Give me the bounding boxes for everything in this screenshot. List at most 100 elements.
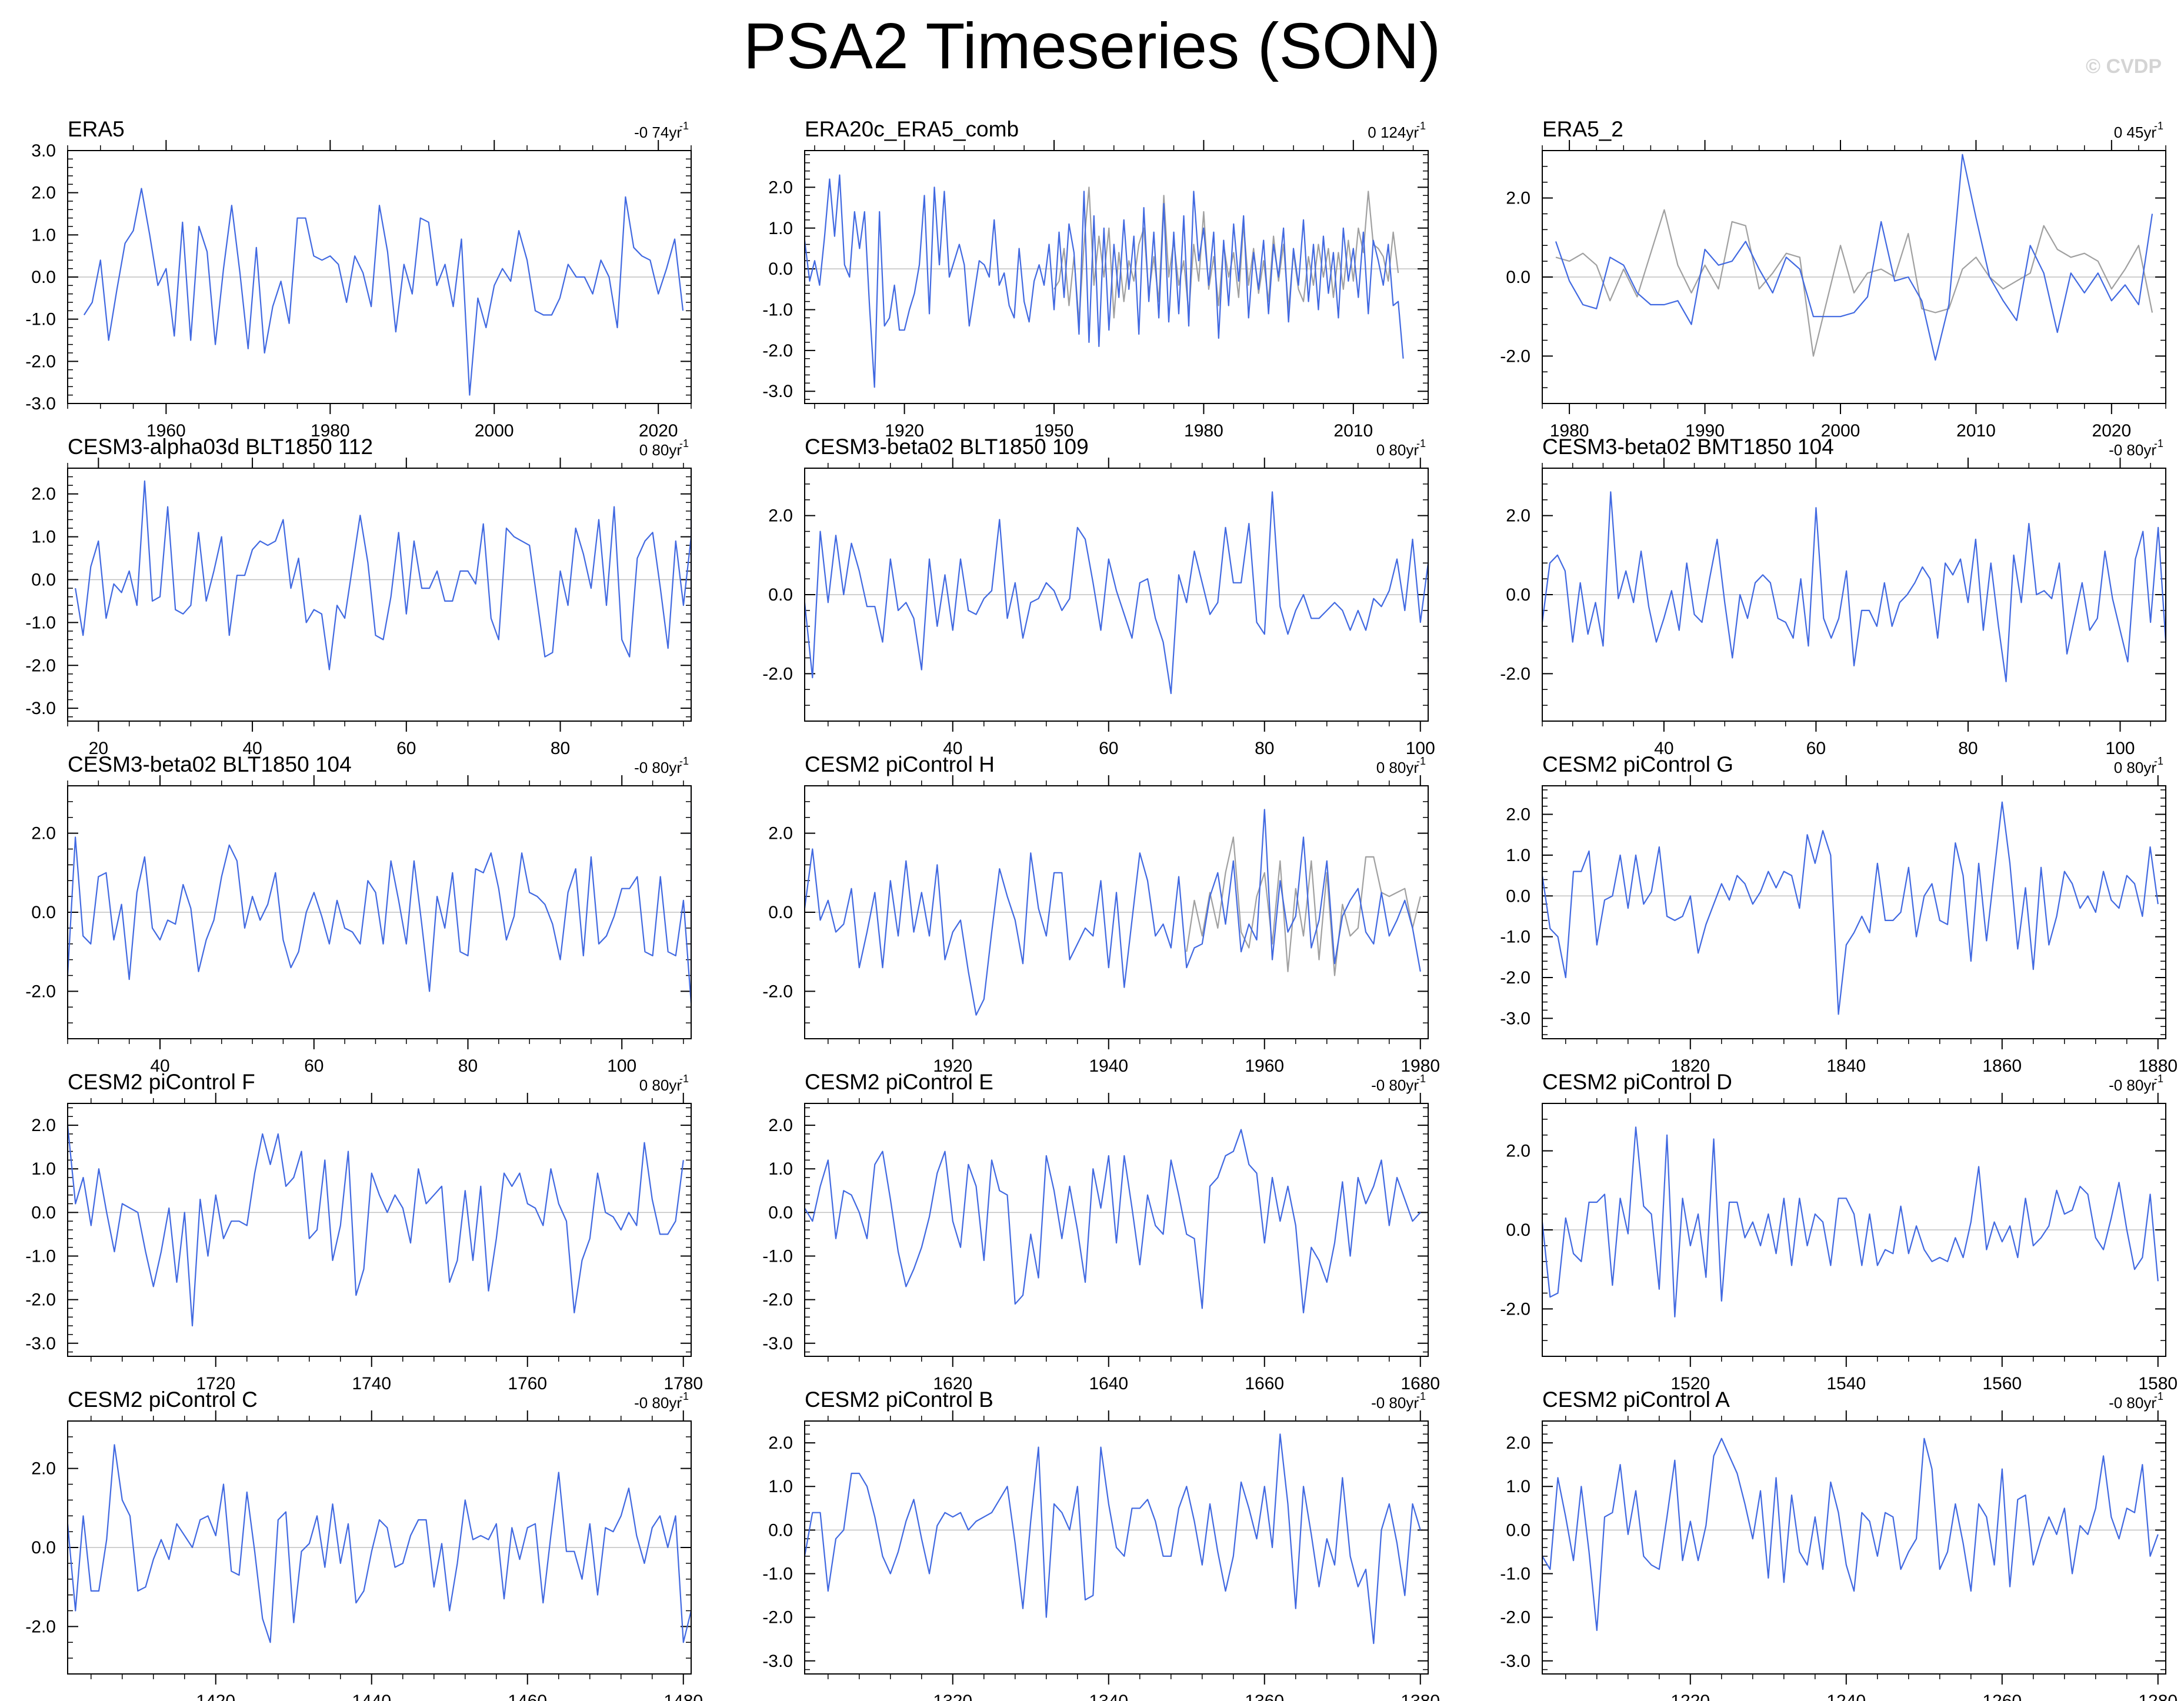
plot-frame xyxy=(1542,1420,2166,1675)
y-tick-label: 2.0 xyxy=(1506,805,1531,825)
x-tick-label: 1520 xyxy=(1670,1374,1710,1393)
x-tick-label: 1420 xyxy=(196,1692,235,1701)
y-tick-label: 0.0 xyxy=(1506,1220,1531,1240)
x-tick-label: 1340 xyxy=(1089,1692,1128,1701)
x-tick-label: 1380 xyxy=(1401,1692,1440,1701)
y-tick-label: -2.0 xyxy=(1500,1608,1531,1627)
plot-frame xyxy=(804,150,1429,404)
trend-superscript: -1 xyxy=(679,1390,689,1402)
panel-title: CESM3-beta02 BLT1850 104 xyxy=(68,752,352,776)
x-tick-label: 1760 xyxy=(508,1374,547,1393)
y-tick-label: -2.0 xyxy=(762,1608,793,1627)
x-tick-label: 60 xyxy=(1806,739,1826,758)
x-tick-label: 1980 xyxy=(1550,421,1589,441)
y-tick-label: 0.0 xyxy=(768,259,793,279)
main-series-line xyxy=(803,491,1429,695)
y-tick-label: 3.0 xyxy=(31,141,56,161)
x-tick-label: 1980 xyxy=(1401,1056,1440,1076)
y-tick-label: 0.0 xyxy=(31,570,56,589)
y-tick-label: 2.0 xyxy=(768,1116,793,1135)
y-tick-label: -3.0 xyxy=(1500,1009,1531,1028)
trend-superscript: -1 xyxy=(1416,120,1426,132)
y-tick-label: 0.0 xyxy=(31,268,56,287)
y-tick-label: 0.0 xyxy=(768,1203,793,1222)
trend-superscript: -1 xyxy=(2154,755,2163,767)
plot-frame xyxy=(67,150,692,404)
x-tick-label: 1320 xyxy=(933,1692,972,1701)
y-tick-label: 1.0 xyxy=(1506,1477,1531,1496)
x-tick-label: 1720 xyxy=(196,1374,235,1393)
x-tick-label: 1680 xyxy=(1401,1374,1440,1393)
trend-label: -0 80yr xyxy=(1371,1394,1419,1412)
main-series-line xyxy=(75,480,692,671)
x-tick-label: 1460 xyxy=(508,1692,547,1701)
y-tick-label: -3.0 xyxy=(762,382,793,401)
x-tick-label: 1440 xyxy=(352,1692,391,1701)
x-tick-label: 80 xyxy=(1255,739,1274,758)
x-tick-label: 1860 xyxy=(1982,1056,2022,1076)
y-tick-label: 2.0 xyxy=(31,485,56,504)
main-series-line xyxy=(83,188,684,396)
main-series-line xyxy=(66,1125,684,1327)
panel: CESM2 piControl G 0 80yr-1 -3.0 -2.0 -1.0 0.0… xyxy=(1500,752,2178,1076)
main-series-line xyxy=(1541,1126,2159,1318)
y-tick-label: 2.0 xyxy=(768,824,793,843)
x-tick-label: 1780 xyxy=(663,1374,703,1393)
plot-frame xyxy=(804,785,1429,1039)
y-tick-label: -1.0 xyxy=(762,300,793,319)
panel: CESM3-beta02 BMT1850 104 -0 80yr-1 -2.0 0.0… xyxy=(1500,435,2167,758)
x-tick-label: 40 xyxy=(1654,739,1673,758)
panel: CESM2 piControl F 0 80yr-1 -3.0 -2.0 -1.0 0.0… xyxy=(25,1070,703,1393)
x-tick-label: 1820 xyxy=(1670,1056,1710,1076)
trend-superscript: -1 xyxy=(1416,1390,1426,1402)
trend-label: 0 45yr xyxy=(2114,124,2157,141)
x-tick-label: 40 xyxy=(943,739,962,758)
y-tick-label: -2.0 xyxy=(25,656,56,675)
y-tick-label: 2.0 xyxy=(1506,1433,1531,1453)
panel: CESM3-alpha03d BLT1850 112 0 80yr-1 -3.0 -2… xyxy=(25,435,692,758)
watermark: © CVDP xyxy=(2086,55,2162,78)
plot-frame xyxy=(1542,1103,2166,1357)
plot-frame xyxy=(804,1103,1429,1357)
panel: ERA20c_ERA5_comb 0 124yr-1 -3.0 -2.0 -1.0 0.0… xyxy=(762,117,1429,441)
y-tick-label: 1.0 xyxy=(31,528,56,547)
y-tick-label: -2.0 xyxy=(25,352,56,371)
y-tick-label: -2.0 xyxy=(1500,346,1531,366)
x-tick-label: 20 xyxy=(89,739,108,758)
main-series-line xyxy=(803,1433,1421,1645)
y-tick-label: -2.0 xyxy=(762,982,793,1001)
y-tick-label: 2.0 xyxy=(31,1459,56,1479)
y-tick-label: 2.0 xyxy=(768,1433,793,1453)
trend-label: -0 80yr xyxy=(634,1394,682,1412)
panel-title: ERA20c_ERA5_comb xyxy=(805,117,1019,141)
panel-title: CESM2 piControl A xyxy=(1542,1388,1730,1412)
panel-title: ERA5_2 xyxy=(1542,117,1623,141)
plot-frame xyxy=(67,468,692,722)
x-tick-label: 2020 xyxy=(639,421,678,441)
panel: CESM2 piControl A -0 80yr-1 -3.0 -2.0 -1.0 0.… xyxy=(1500,1388,2178,1701)
y-tick-label: 2.0 xyxy=(31,184,56,203)
x-tick-label: 1480 xyxy=(663,1692,703,1701)
x-tick-label: 40 xyxy=(150,1056,169,1076)
panel: ERA5_2 0 45yr-1 -2.0 0.0 2.0 1980 1990 2000 2010… xyxy=(1500,117,2166,441)
x-tick-label: 1960 xyxy=(1245,1056,1284,1076)
x-tick-label: 1980 xyxy=(1184,421,1223,441)
obs-series-line xyxy=(1186,836,1421,976)
trend-label: -0 80yr xyxy=(2109,441,2156,459)
trend-superscript: -1 xyxy=(2154,438,2163,449)
trend-superscript: -1 xyxy=(2154,120,2163,132)
y-tick-label: -2.0 xyxy=(1500,1299,1531,1319)
x-tick-label: 1920 xyxy=(885,421,924,441)
panel-title: ERA5 xyxy=(68,117,125,141)
x-tick-label: 1840 xyxy=(1826,1056,1866,1076)
y-tick-label: 0.0 xyxy=(768,1520,793,1540)
plot-frame xyxy=(804,468,1429,722)
panel: CESM2 piControl C -0 80yr-1 -2.0 0.0 2.0 1420… xyxy=(25,1388,703,1701)
trend-label: 0 80yr xyxy=(639,1076,682,1094)
x-tick-label: 1660 xyxy=(1245,1374,1284,1393)
x-tick-label: 80 xyxy=(458,1056,478,1076)
trend-label: -0 80yr xyxy=(1371,1076,1419,1094)
panel: CESM3-beta02 BLT1850 109 0 80yr-1 -2.0 0.0 2… xyxy=(762,435,1435,758)
plot-frame xyxy=(67,1103,692,1357)
y-tick-label: 2.0 xyxy=(768,506,793,526)
